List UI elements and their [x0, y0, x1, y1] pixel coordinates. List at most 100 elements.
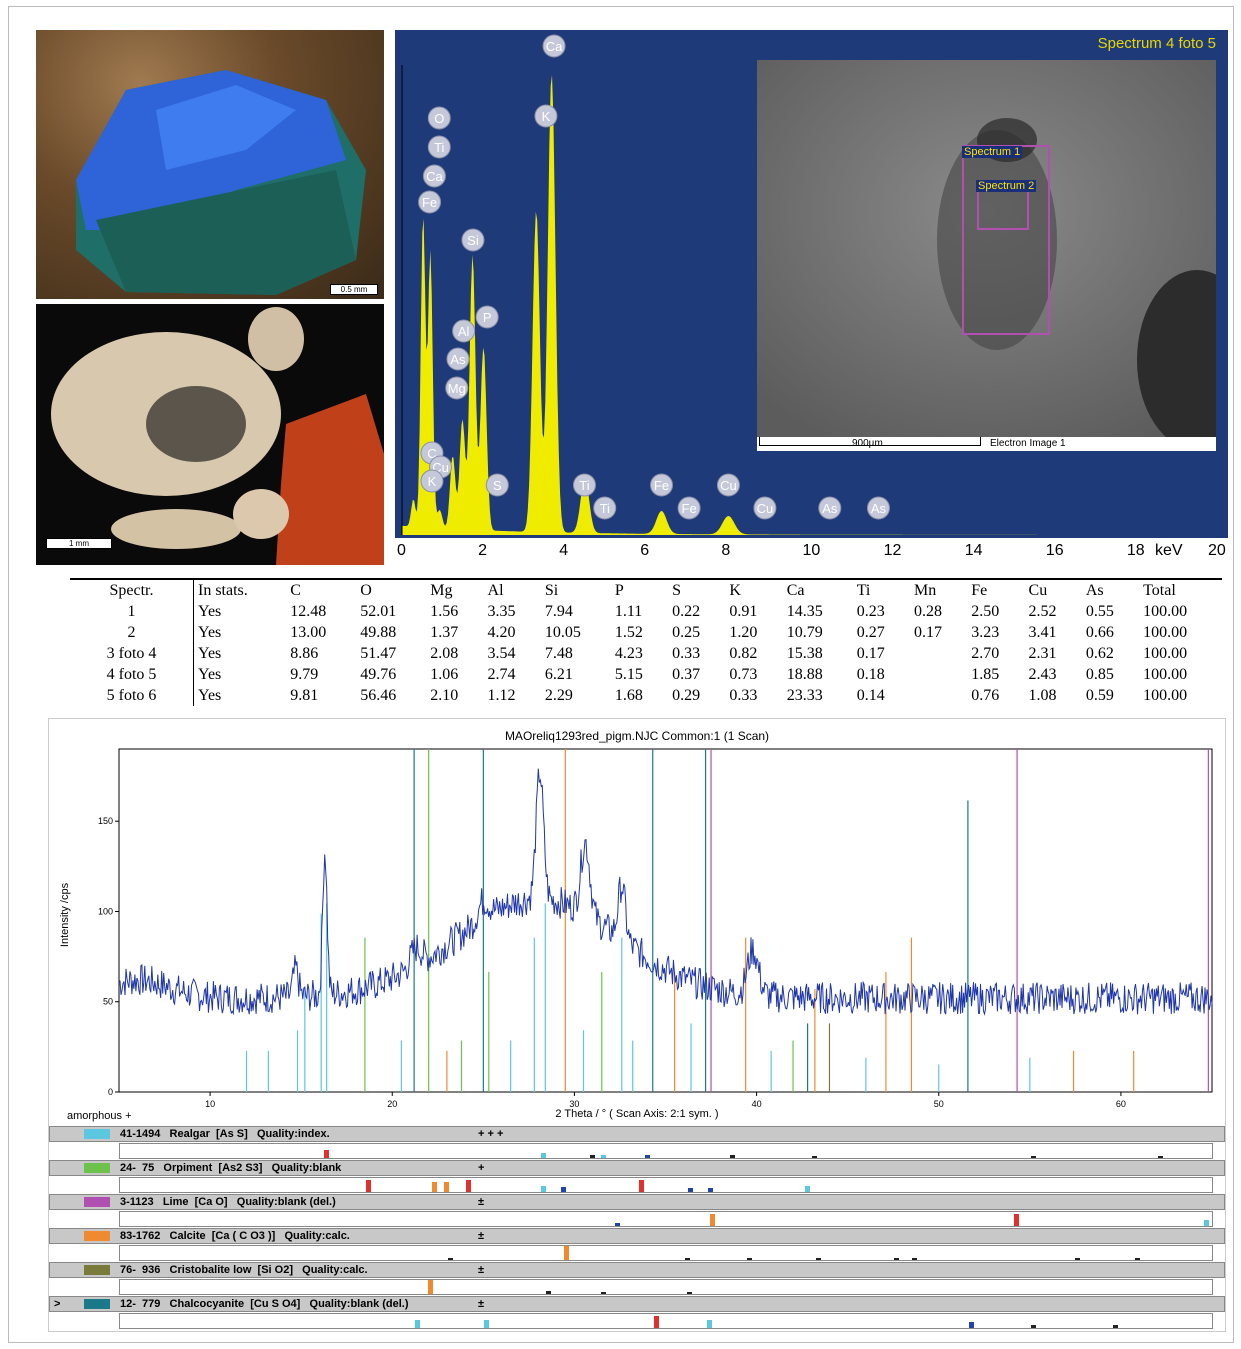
- phase-row-3-1123[interactable]: 3-1123 Lime [Ca O] Quality:blank (del.) ±: [49, 1194, 1225, 1210]
- table-cell: 0.33: [672, 645, 701, 662]
- table-cell: 0.17: [856, 645, 885, 662]
- table-header-cell: P: [610, 578, 669, 601]
- table-header-cell: O: [356, 578, 427, 601]
- table-cell: 3.35: [487, 603, 516, 620]
- eds-peak-label: P: [475, 305, 499, 329]
- table-cell: 2.52: [1028, 603, 1057, 620]
- table-header-cell: Spectr.: [70, 578, 194, 601]
- sem-scale-bar: [759, 437, 981, 446]
- phase-stick: [812, 1156, 818, 1158]
- table-cell: 8.86: [290, 645, 319, 662]
- eds-peak-label-text: Cu: [757, 501, 774, 516]
- eds-x-tick: 12: [883, 542, 902, 559]
- eds-x-tick: 14: [964, 542, 983, 559]
- eds-peak-label-text: Ca: [426, 169, 443, 184]
- table-row: 1 Yes 12.48 52.01 1.56 3.35 7.94 1.11 0.22 0.91 14…: [70, 601, 1222, 622]
- table-cell: 2.10: [430, 687, 459, 704]
- eds-x-axis: 0 2 4 6 8 10 12 14 16 18 20 keV: [395, 538, 1228, 570]
- table-cell: Yes: [198, 645, 222, 662]
- eds-peak-label-text: Si: [467, 233, 479, 248]
- table-cell: 3 foto 4: [70, 643, 194, 664]
- xrd-y-tick: 150: [98, 816, 113, 826]
- xrd-plot: 0 50 100 150 10 20 30 40 50 60: [98, 748, 1213, 1109]
- phase-stick: [600, 1292, 606, 1294]
- phase-row-24-75[interactable]: 24- 75 Orpiment [As2 S3] Quality:blank +: [49, 1160, 1225, 1176]
- table-cell: 2.08: [430, 645, 459, 662]
- eds-x-tick: 16: [1045, 542, 1064, 559]
- phase-row-41-1494[interactable]: 41-1494 Realgar [As S] Quality:index. + +…: [49, 1126, 1225, 1142]
- phase-stick: [730, 1155, 736, 1158]
- sem-texture: [757, 60, 1216, 450]
- phase-stick: [815, 1258, 821, 1260]
- phase-stick: [540, 1153, 546, 1158]
- table-cell: 1.37: [430, 624, 459, 641]
- table-cell: 100.00: [1143, 645, 1188, 662]
- eds-peak-label-text: As: [450, 352, 466, 367]
- phase-score: +: [478, 1162, 485, 1174]
- xrd-y-tick: 100: [98, 906, 113, 916]
- phase-score: ±: [478, 1298, 485, 1310]
- grains-shapes: [51, 307, 384, 565]
- eds-peak-label-text: K: [428, 474, 437, 489]
- table-cell: 14.35: [786, 603, 823, 620]
- table-header-cell: Mg: [426, 578, 484, 601]
- eds-peak-label: As: [818, 496, 842, 520]
- eds-x-tick: 4: [559, 542, 569, 559]
- phase-stick: [710, 1214, 716, 1226]
- figure-frame: [8, 6, 1234, 1343]
- table-cell: 1.12: [487, 687, 516, 704]
- phase-stick: [1203, 1220, 1209, 1226]
- table-cell: 0.22: [672, 603, 701, 620]
- eds-peak-label-text: Ti: [600, 501, 610, 516]
- table-cell: 0.33: [729, 687, 758, 704]
- table-row: 5 foto 6 Yes 9.81 56.46 2.10 1.12 2.29 1.68 0.29…: [70, 685, 1222, 706]
- phase-label: 3-1123 Lime [Ca O] Quality:blank (del.): [120, 1196, 336, 1208]
- table-cell: 56.46: [360, 687, 397, 704]
- table-cell: 6.21: [544, 666, 573, 683]
- phase-stick: [540, 1186, 546, 1192]
- table-cell: 4.20: [487, 624, 516, 641]
- phase-stick: [415, 1320, 421, 1328]
- eds-peak-label-text: P: [483, 310, 492, 325]
- phase-stick: [1014, 1214, 1020, 1226]
- table-header-cell: Total: [1139, 578, 1222, 601]
- xrd-panel: MAOreliq1293red_pigm.NJC Common:1 (1 Sca…: [48, 718, 1226, 1332]
- table-cell: 0.85: [1085, 666, 1114, 683]
- table-cell: 2.43: [1028, 666, 1057, 683]
- table-cell: 0.73: [729, 666, 758, 683]
- xrd-y-tick: 0: [108, 1087, 113, 1097]
- phase-stick: [1134, 1258, 1140, 1260]
- phase-stick: [912, 1258, 918, 1260]
- table-cell: 0.59: [1085, 687, 1114, 704]
- eds-peak-label-text: Cu: [720, 478, 737, 493]
- phase-color-swatch: [84, 1197, 110, 1207]
- phase-score: ±: [478, 1230, 485, 1242]
- table-cell: 1.85: [971, 666, 1000, 683]
- phase-row-12-779[interactable]: 12- 779 Chalcocyanite [Cu S O4] Quality:…: [49, 1296, 1225, 1312]
- sem-scale-label: 900µm: [852, 438, 883, 449]
- table-cell: 0.17: [913, 624, 942, 641]
- phase-row-76-936[interactable]: 76- 936 Cristobalite low [Si O2] Quality…: [49, 1262, 1225, 1278]
- spectrum1-box: [962, 145, 1050, 335]
- table-cell: 2.74: [487, 666, 516, 683]
- table-header-cell: Cu: [1024, 578, 1082, 601]
- eds-peak-label-text: S: [493, 478, 502, 493]
- eds-spectrum-curve: [402, 75, 1213, 535]
- phase-stick: [615, 1223, 621, 1226]
- eds-peak-label: Cu: [753, 496, 777, 520]
- table-cell: 0.14: [856, 687, 885, 704]
- xrd-plot-frame: [118, 748, 1213, 1093]
- phase-stick: [1074, 1258, 1080, 1260]
- blue-fragment-shape: [76, 70, 366, 295]
- table-header-cell: Mn: [909, 578, 968, 601]
- table-header-cell: Al: [483, 578, 541, 601]
- expand-arrow-icon[interactable]: >: [54, 1298, 61, 1310]
- phase-row-83-1762[interactable]: 83-1762 Calcite [Ca ( C O3 )] Quality:ca…: [49, 1228, 1225, 1244]
- eds-peak-label-text: Al: [458, 324, 470, 339]
- sem-image-label: Electron Image 1: [990, 438, 1066, 449]
- table-cell: 1.20: [729, 624, 758, 641]
- phase-stick: [560, 1187, 566, 1192]
- phase-stick: [365, 1180, 371, 1192]
- phase-stick: [686, 1292, 692, 1294]
